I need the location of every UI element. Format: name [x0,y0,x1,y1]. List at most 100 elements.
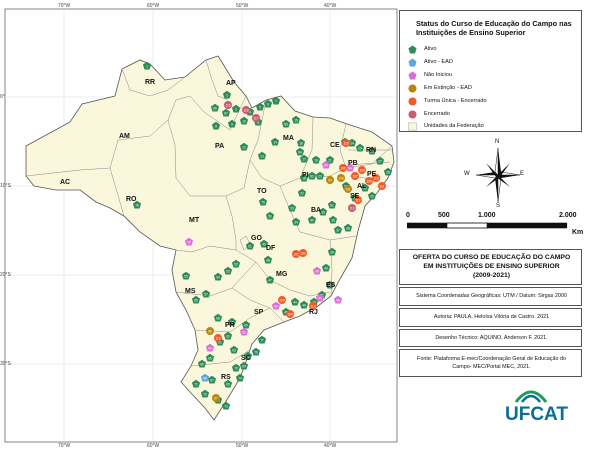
institution-marker-id: 94 [348,166,352,170]
circle-icon [408,83,417,93]
institution-marker-ativo [191,379,201,388]
institution-marker-id: 92 [242,330,246,334]
pentagon-icon [408,70,417,80]
institution-marker-id: 3 [235,107,237,111]
institution-marker-ativo [255,102,265,111]
state-label-es: ES [326,282,336,289]
institution-marker-ativo [360,183,370,192]
institution-marker-id: 46 [302,303,306,307]
legend-item-ativo-ead: Ativo - EAD [408,57,453,67]
institution-marker-id: 102 [293,252,299,256]
map-title-line: (2009-2021) [472,272,511,279]
institution-marker-ativo [328,215,338,224]
institution-marker-turma-nica-encerrado [214,334,222,342]
institution-marker-id: 14 [273,140,277,144]
institution-marker-id: 27 [378,159,382,163]
lon-tick: 40°W [324,3,337,9]
institution-marker-id: 107 [352,174,358,178]
institution-marker-n-o-iniciou [345,163,355,172]
state-label-sc: SC [241,355,251,362]
authors-text: Autoria: PAULA, Heloísa Vitória de Castr… [433,314,550,320]
institution-marker-ativo [222,90,232,99]
crs-panel: Sistema Coordenadas Geográficas: UTM / D… [399,287,582,306]
institution-marker-ativo [205,353,215,362]
state-label-mt: MT [189,217,200,224]
institution-marker-ativo [211,121,221,130]
institution-marker-id: 110 [373,176,378,180]
institution-marker-ativo [265,275,275,284]
institution-marker-id: 75 [246,354,250,358]
institution-marker-turma-nica-encerrado [378,182,386,190]
institution-marker-id: 80 [310,218,314,222]
legend-label: Ativo - EAD [424,59,453,65]
institution-marker-id: 51 [248,244,252,248]
scale-label: 2.000 [559,212,577,219]
institution-marker-id: 21 [328,158,332,162]
institution-marker-id: 105 [279,298,285,302]
institution-marker-ativo [311,155,321,164]
legend-title: Status do Curso de Educação do Campo nas… [416,19,572,37]
institution-marker-encerrado [252,114,260,122]
legend-label: Ativo [424,46,437,52]
compass-w: W [464,171,470,177]
institution-marker-id: 18 [302,176,306,180]
institution-marker-ativo [231,259,241,268]
state-label-ap: AP [226,80,236,87]
lon-tick: 40°W [324,443,337,449]
institution-marker-ativo [343,223,353,232]
institution-marker-id: 19 [314,158,318,162]
institution-marker-ativo [367,191,377,200]
state-label-rr: RR [145,79,156,86]
institution-marker-id: 99 [328,178,332,182]
institution-marker-id: 88 [203,376,207,380]
institution-marker-ativo [213,272,223,281]
institution-marker-ativo [295,147,305,156]
institution-marker-id: 62 [226,334,230,338]
institution-marker-em-extin-o-ead [337,174,345,182]
institution-marker-id: 11 [256,120,260,124]
institution-marker-id: 30 [370,194,374,198]
state-label-rj: RJ [309,309,318,316]
compass-s: S [496,203,501,209]
scale-bar: 0 500 1.000 2.000 Km [401,212,583,240]
institution-marker-ativo [207,375,217,384]
institution-marker-ativo [375,156,385,165]
institution-marker-id: 79 [261,200,265,204]
institution-marker-ativo [265,211,275,220]
institution-marker-ativo [229,345,239,354]
institution-marker-id: 100 [338,176,344,180]
legend-label: Não Iniciou [424,72,452,78]
institution-marker-id: 74 [238,376,242,380]
institution-marker-id: 57 [204,292,208,296]
institution-marker-ativo [223,331,233,340]
institution-marker-id: 118 [243,108,248,112]
pentagon-icon [408,57,417,67]
institution-marker-ativo [297,188,307,197]
institution-marker-ativo [213,313,223,322]
institution-marker-ativo [227,317,237,326]
lon-tick: 50°W [236,3,249,9]
institution-marker-id: 111 [380,184,385,188]
institution-marker-ativo [325,280,335,289]
institution-marker-turma-nica-encerrado [339,164,347,172]
institution-marker-ativo [271,96,281,105]
state-label-to: TO [257,188,267,195]
institution-marker-id: 17 [302,157,306,161]
compass-rose-icon [475,147,521,203]
institution-marker-id: 90 [274,304,278,308]
institution-marker-id: 112 [355,198,360,202]
institution-marker-id: 25 [358,146,362,150]
institution-marker-id: 114 [310,304,315,308]
institution-marker-ativo [227,119,237,128]
drawing-panel: Desenho Técnico: AQUINO, Anderson F. 202… [399,329,582,347]
institution-marker-id: 12 [242,145,246,149]
legend-item-nao-iniciou: Não Iniciou [408,70,452,80]
lat-tick: 30°S [0,361,11,367]
institution-marker-id: 5 [259,105,261,109]
lat-tick: 10°S [0,183,11,189]
state-label-pe: PE [367,171,377,178]
lon-tick: 70°W [58,3,71,9]
institution-marker-encerrado [242,106,250,114]
state-label-ms: MS [185,288,196,295]
